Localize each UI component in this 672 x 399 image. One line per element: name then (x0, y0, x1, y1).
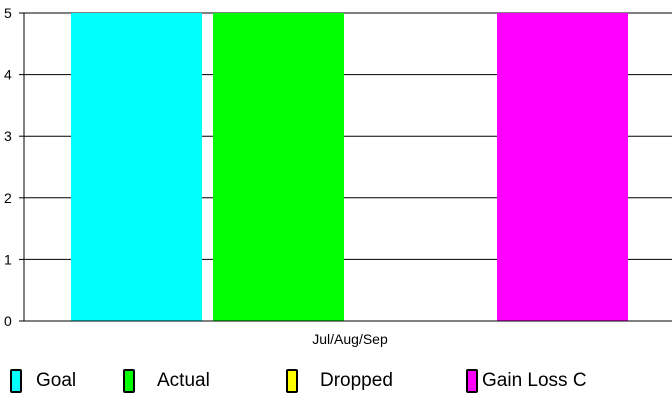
bar-chart: 0 1 2 3 4 5 Jul/Aug/Sep (4, 5, 672, 347)
y-tick-label: 5 (4, 5, 12, 21)
legend-swatch-goal (10, 369, 22, 393)
bar-goal (71, 13, 202, 321)
legend-label-goal: Goal (36, 370, 77, 391)
y-tick-label: 2 (4, 190, 12, 206)
legend-swatch-actual (123, 369, 135, 393)
legend-item-goal: Goal (10, 366, 76, 396)
legend-item-dropped: Dropped (286, 366, 393, 396)
legend-swatch-dropped (286, 369, 298, 393)
y-tick-label: 1 (4, 251, 12, 267)
bar-actual (213, 13, 344, 321)
legend-label-gain-loss: Gain Loss C (482, 370, 587, 391)
y-tick-labels: 0 1 2 3 4 5 (4, 5, 24, 329)
legend-item-actual: Actual (123, 366, 210, 396)
legend-item-gain-loss: Gain Loss C (466, 366, 587, 396)
legend: Goal Actual Dropped Gain Loss C (0, 366, 672, 396)
legend-swatch-gain-loss (466, 369, 478, 393)
y-tick-label: 0 (4, 313, 12, 329)
bars (71, 13, 628, 321)
x-tick-label: Jul/Aug/Sep (312, 331, 388, 347)
legend-label-actual: Actual (157, 370, 210, 391)
y-tick-label: 3 (4, 128, 12, 144)
legend-label-dropped: Dropped (320, 370, 393, 391)
y-tick-label: 4 (4, 67, 12, 83)
bar-gain-loss-c (497, 13, 628, 321)
